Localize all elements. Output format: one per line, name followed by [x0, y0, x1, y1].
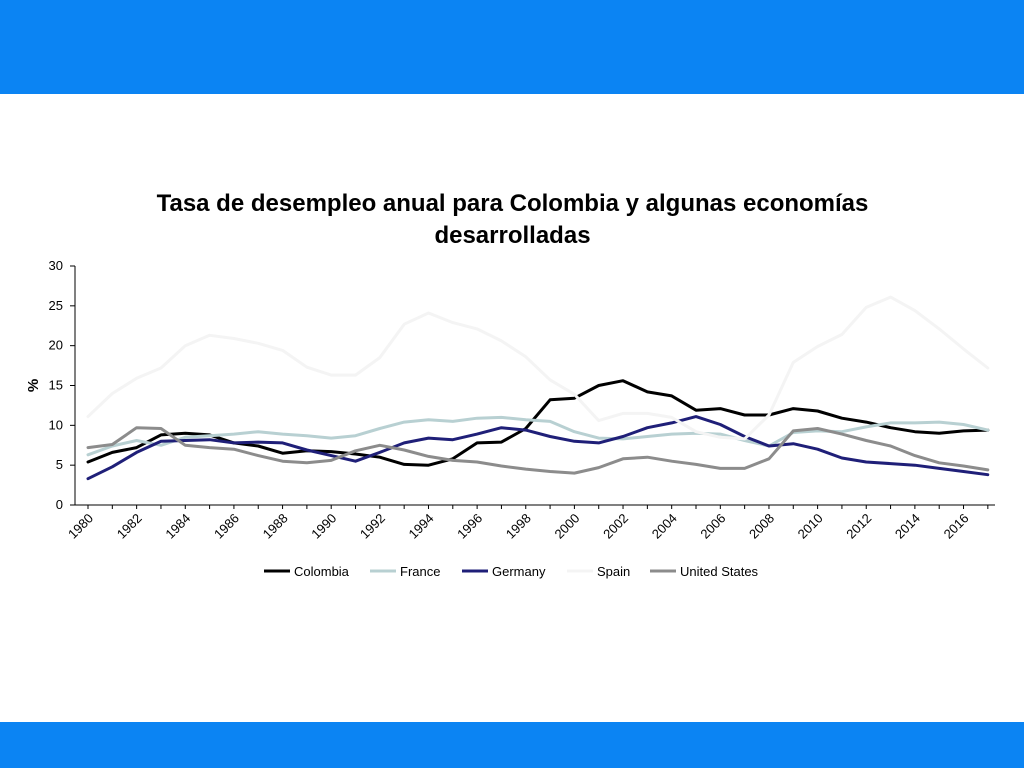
- chart-legend: Colombia France Germany Spain United States: [264, 564, 759, 579]
- series-line-colombia: [86, 379, 990, 467]
- x-tick-label: 2010: [795, 511, 826, 542]
- y-tick-label: 5: [56, 457, 63, 472]
- x-tick-label: 1994: [406, 511, 437, 542]
- x-tick-label: 2008: [746, 511, 777, 542]
- series-line-united-states: [86, 426, 990, 475]
- x-tick-label: 1982: [114, 511, 145, 542]
- x-tick-label: 1980: [65, 511, 96, 542]
- x-tick-label: 1984: [162, 511, 193, 542]
- y-tick-label: 0: [56, 497, 63, 512]
- x-tick-label: 1986: [211, 511, 242, 542]
- y-tick-label: 15: [49, 378, 63, 393]
- legend-label-germany: Germany: [492, 564, 546, 579]
- top-banner: [0, 0, 1024, 94]
- y-tick-label: 20: [49, 338, 63, 353]
- x-tick-label: 1990: [308, 511, 339, 542]
- series-line-france: [86, 415, 990, 457]
- x-tick-label: 2002: [600, 511, 631, 542]
- legend-label-united-states: United States: [680, 564, 759, 579]
- x-tick-label: 1998: [503, 511, 534, 542]
- x-tick-label: 1992: [357, 511, 388, 542]
- legend-label-spain: Spain: [597, 564, 630, 579]
- y-tick-label: 25: [49, 298, 63, 313]
- x-tick-label: 1988: [260, 511, 291, 542]
- x-tick-label: 2012: [843, 511, 874, 542]
- y-axis-label: %: [25, 379, 42, 392]
- x-tick-label: 2014: [892, 511, 923, 542]
- x-tick-label: 2016: [941, 511, 972, 542]
- chart-title: Tasa de desempleo anual para Colombia y …: [100, 188, 925, 252]
- chart-title-line-1: Tasa de desempleo anual para Colombia y …: [156, 190, 869, 217]
- legend-label-france: France: [400, 564, 440, 579]
- x-tick-label: 2000: [551, 511, 582, 542]
- legend-label-colombia: Colombia: [294, 564, 350, 579]
- chart-axes: 0 5 10 15 20 25 30% 1980 1982 1984 1986 1988 1990 199…: [25, 258, 995, 542]
- y-tick-label: 30: [49, 258, 63, 273]
- series-line-germany: [86, 415, 990, 481]
- x-tick-label: 2006: [697, 511, 728, 542]
- series-line-spain: [86, 295, 990, 441]
- x-tick-label: 2004: [649, 511, 680, 542]
- chart-series: [86, 295, 990, 481]
- x-tick-label: 1996: [454, 511, 485, 542]
- chart-title-line-2: desarrolladas: [434, 222, 591, 249]
- bottom-banner: [0, 722, 1024, 768]
- y-tick-label: 10: [49, 417, 63, 432]
